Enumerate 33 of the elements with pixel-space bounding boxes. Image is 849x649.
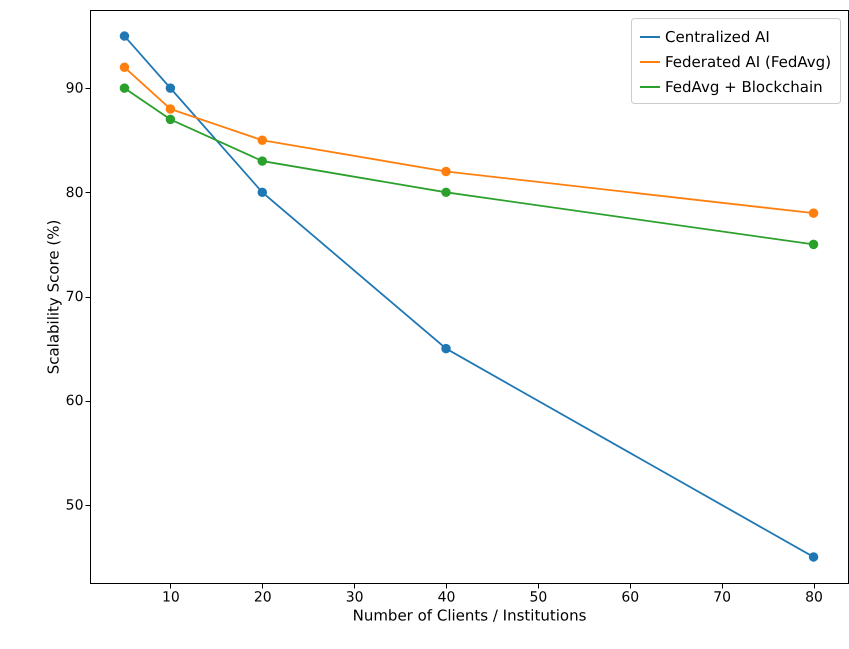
- point: [808, 208, 818, 218]
- x-tick-label: 20: [254, 590, 272, 606]
- y-tick-label: 60: [66, 393, 84, 410]
- point: [120, 83, 130, 93]
- x-tick-label: 80: [805, 590, 823, 606]
- x-tick-label: 70: [713, 590, 732, 606]
- point: [441, 188, 451, 198]
- x-tick-label: 50: [529, 590, 548, 606]
- y-tick-label: 90: [66, 80, 84, 97]
- point: [808, 552, 818, 562]
- point: [258, 156, 268, 166]
- point: [258, 135, 268, 145]
- point: [441, 166, 451, 176]
- point: [441, 344, 451, 354]
- y-axis-title: Scalability Score (%): [44, 220, 63, 374]
- point: [120, 31, 130, 41]
- point: [166, 83, 176, 93]
- point: [808, 240, 818, 250]
- y-tick-label: 80: [66, 184, 84, 201]
- x-tick-label: 30: [346, 590, 364, 606]
- point: [166, 104, 176, 114]
- point: [120, 62, 130, 72]
- legend-label: Centralized AI: [665, 28, 770, 46]
- point: [258, 188, 268, 198]
- legend-label: FedAvg + Blockchain: [665, 78, 823, 96]
- x-axis-title: Number of Clients / Institutions: [352, 606, 587, 624]
- y-tick-label: 70: [66, 289, 84, 305]
- x-tick-label: 60: [621, 590, 640, 606]
- x-tick-label: 40: [438, 590, 456, 606]
- x-tick-label: 10: [162, 590, 180, 606]
- legend-label: Federated AI (FedAvg): [665, 53, 832, 71]
- y-tick-label: 50: [66, 497, 84, 514]
- point: [166, 114, 176, 124]
